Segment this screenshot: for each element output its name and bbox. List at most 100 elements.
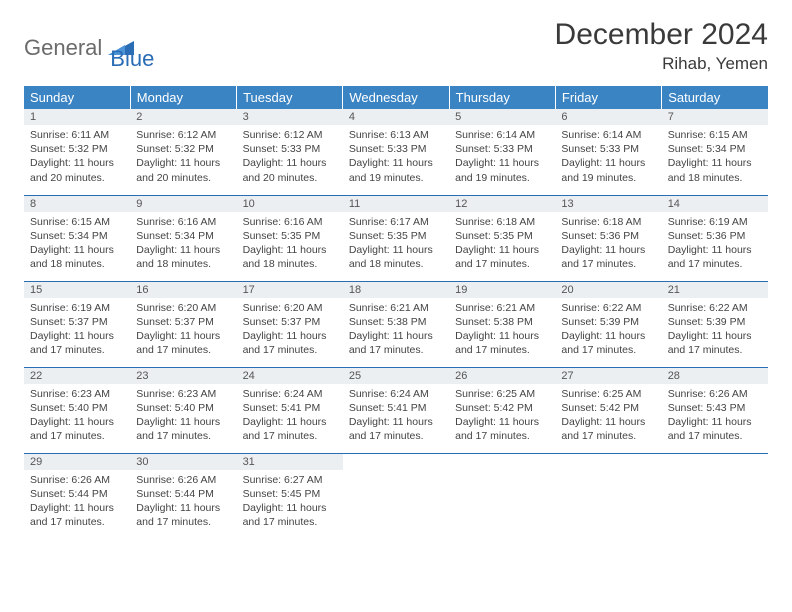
sunrise-line: Sunrise: 6:16 AM [136, 215, 230, 229]
calendar-day-cell [343, 453, 449, 539]
day-number: 11 [343, 196, 449, 212]
daylight-line: Daylight: 11 hours and 17 minutes. [668, 329, 762, 357]
calendar-day-cell: 2Sunrise: 6:12 AMSunset: 5:32 PMDaylight… [130, 109, 236, 195]
calendar-day-cell [555, 453, 661, 539]
brand-text-1: General [24, 35, 102, 61]
day-content: Sunrise: 6:20 AMSunset: 5:37 PMDaylight:… [130, 298, 236, 362]
day-content: Sunrise: 6:15 AMSunset: 5:34 PMDaylight:… [662, 125, 768, 189]
sunset-line: Sunset: 5:33 PM [455, 142, 549, 156]
day-number: 4 [343, 109, 449, 125]
calendar-day-cell: 20Sunrise: 6:22 AMSunset: 5:39 PMDayligh… [555, 281, 661, 367]
day-content: Sunrise: 6:27 AMSunset: 5:45 PMDaylight:… [237, 470, 343, 534]
calendar-day-cell: 13Sunrise: 6:18 AMSunset: 5:36 PMDayligh… [555, 195, 661, 281]
sunrise-line: Sunrise: 6:20 AM [243, 301, 337, 315]
daylight-line: Daylight: 11 hours and 18 minutes. [30, 243, 124, 271]
sunrise-line: Sunrise: 6:21 AM [455, 301, 549, 315]
sunset-line: Sunset: 5:41 PM [349, 401, 443, 415]
sunrise-line: Sunrise: 6:26 AM [30, 473, 124, 487]
day-number: 24 [237, 368, 343, 384]
day-number: 19 [449, 282, 555, 298]
day-number: 10 [237, 196, 343, 212]
sunset-line: Sunset: 5:37 PM [243, 315, 337, 329]
calendar-day-cell: 23Sunrise: 6:23 AMSunset: 5:40 PMDayligh… [130, 367, 236, 453]
day-content: Sunrise: 6:16 AMSunset: 5:35 PMDaylight:… [237, 212, 343, 276]
day-content: Sunrise: 6:15 AMSunset: 5:34 PMDaylight:… [24, 212, 130, 276]
sunset-line: Sunset: 5:44 PM [30, 487, 124, 501]
calendar-day-cell: 21Sunrise: 6:22 AMSunset: 5:39 PMDayligh… [662, 281, 768, 367]
day-number: 15 [24, 282, 130, 298]
calendar-day-cell: 3Sunrise: 6:12 AMSunset: 5:33 PMDaylight… [237, 109, 343, 195]
sunset-line: Sunset: 5:32 PM [30, 142, 124, 156]
day-number: 9 [130, 196, 236, 212]
weekday-header: Saturday [662, 86, 768, 109]
sunrise-line: Sunrise: 6:18 AM [455, 215, 549, 229]
calendar-day-cell: 4Sunrise: 6:13 AMSunset: 5:33 PMDaylight… [343, 109, 449, 195]
sunset-line: Sunset: 5:39 PM [561, 315, 655, 329]
header: General Blue December 2024 Rihab, Yemen [24, 18, 768, 74]
brand-text-2: Blue [110, 46, 154, 72]
calendar-day-cell: 24Sunrise: 6:24 AMSunset: 5:41 PMDayligh… [237, 367, 343, 453]
weekday-header: Sunday [24, 86, 130, 109]
calendar-day-cell: 16Sunrise: 6:20 AMSunset: 5:37 PMDayligh… [130, 281, 236, 367]
sunset-line: Sunset: 5:33 PM [243, 142, 337, 156]
daylight-line: Daylight: 11 hours and 17 minutes. [243, 501, 337, 529]
daylight-line: Daylight: 11 hours and 17 minutes. [455, 415, 549, 443]
calendar-day-cell: 6Sunrise: 6:14 AMSunset: 5:33 PMDaylight… [555, 109, 661, 195]
weekday-header: Tuesday [237, 86, 343, 109]
day-content: Sunrise: 6:24 AMSunset: 5:41 PMDaylight:… [237, 384, 343, 448]
calendar-day-cell: 5Sunrise: 6:14 AMSunset: 5:33 PMDaylight… [449, 109, 555, 195]
day-number: 31 [237, 454, 343, 470]
sunrise-line: Sunrise: 6:25 AM [561, 387, 655, 401]
sunset-line: Sunset: 5:40 PM [136, 401, 230, 415]
day-number: 30 [130, 454, 236, 470]
day-content: Sunrise: 6:26 AMSunset: 5:44 PMDaylight:… [130, 470, 236, 534]
day-content: Sunrise: 6:21 AMSunset: 5:38 PMDaylight:… [343, 298, 449, 362]
weekday-header-row: Sunday Monday Tuesday Wednesday Thursday… [24, 86, 768, 109]
calendar-day-cell: 22Sunrise: 6:23 AMSunset: 5:40 PMDayligh… [24, 367, 130, 453]
daylight-line: Daylight: 11 hours and 17 minutes. [561, 415, 655, 443]
day-content: Sunrise: 6:18 AMSunset: 5:35 PMDaylight:… [449, 212, 555, 276]
daylight-line: Daylight: 11 hours and 17 minutes. [561, 243, 655, 271]
day-number: 28 [662, 368, 768, 384]
daylight-line: Daylight: 11 hours and 17 minutes. [561, 329, 655, 357]
calendar-day-cell: 14Sunrise: 6:19 AMSunset: 5:36 PMDayligh… [662, 195, 768, 281]
day-number: 7 [662, 109, 768, 125]
daylight-line: Daylight: 11 hours and 17 minutes. [30, 501, 124, 529]
day-content: Sunrise: 6:12 AMSunset: 5:32 PMDaylight:… [130, 125, 236, 189]
calendar-day-cell: 1Sunrise: 6:11 AMSunset: 5:32 PMDaylight… [24, 109, 130, 195]
sunset-line: Sunset: 5:34 PM [668, 142, 762, 156]
daylight-line: Daylight: 11 hours and 19 minutes. [561, 156, 655, 184]
day-content: Sunrise: 6:12 AMSunset: 5:33 PMDaylight:… [237, 125, 343, 189]
calendar-day-cell: 12Sunrise: 6:18 AMSunset: 5:35 PMDayligh… [449, 195, 555, 281]
calendar-table: Sunday Monday Tuesday Wednesday Thursday… [24, 86, 768, 539]
day-content: Sunrise: 6:26 AMSunset: 5:43 PMDaylight:… [662, 384, 768, 448]
day-content: Sunrise: 6:25 AMSunset: 5:42 PMDaylight:… [449, 384, 555, 448]
daylight-line: Daylight: 11 hours and 17 minutes. [455, 243, 549, 271]
daylight-line: Daylight: 11 hours and 19 minutes. [349, 156, 443, 184]
daylight-line: Daylight: 11 hours and 19 minutes. [455, 156, 549, 184]
sunset-line: Sunset: 5:40 PM [30, 401, 124, 415]
sunset-line: Sunset: 5:45 PM [243, 487, 337, 501]
sunrise-line: Sunrise: 6:13 AM [349, 128, 443, 142]
calendar-day-cell [662, 453, 768, 539]
sunset-line: Sunset: 5:38 PM [455, 315, 549, 329]
sunrise-line: Sunrise: 6:23 AM [136, 387, 230, 401]
day-content: Sunrise: 6:11 AMSunset: 5:32 PMDaylight:… [24, 125, 130, 189]
sunrise-line: Sunrise: 6:17 AM [349, 215, 443, 229]
day-number: 3 [237, 109, 343, 125]
location-label: Rihab, Yemen [555, 54, 768, 74]
daylight-line: Daylight: 11 hours and 18 minutes. [243, 243, 337, 271]
sunrise-line: Sunrise: 6:19 AM [668, 215, 762, 229]
calendar-day-cell: 9Sunrise: 6:16 AMSunset: 5:34 PMDaylight… [130, 195, 236, 281]
daylight-line: Daylight: 11 hours and 17 minutes. [243, 415, 337, 443]
daylight-line: Daylight: 11 hours and 17 minutes. [136, 329, 230, 357]
day-number: 18 [343, 282, 449, 298]
sunrise-line: Sunrise: 6:22 AM [668, 301, 762, 315]
daylight-line: Daylight: 11 hours and 17 minutes. [668, 415, 762, 443]
day-content: Sunrise: 6:14 AMSunset: 5:33 PMDaylight:… [555, 125, 661, 189]
title-block: December 2024 Rihab, Yemen [555, 18, 768, 74]
sunrise-line: Sunrise: 6:20 AM [136, 301, 230, 315]
calendar-day-cell: 28Sunrise: 6:26 AMSunset: 5:43 PMDayligh… [662, 367, 768, 453]
sunset-line: Sunset: 5:39 PM [668, 315, 762, 329]
daylight-line: Daylight: 11 hours and 17 minutes. [30, 329, 124, 357]
